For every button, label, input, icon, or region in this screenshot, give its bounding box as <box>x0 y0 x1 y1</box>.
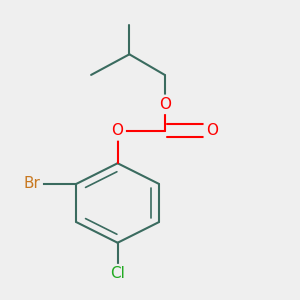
Text: O: O <box>112 123 124 138</box>
Text: Br: Br <box>24 176 41 191</box>
Text: O: O <box>159 97 171 112</box>
Text: Cl: Cl <box>110 266 125 281</box>
Text: O: O <box>206 123 218 138</box>
